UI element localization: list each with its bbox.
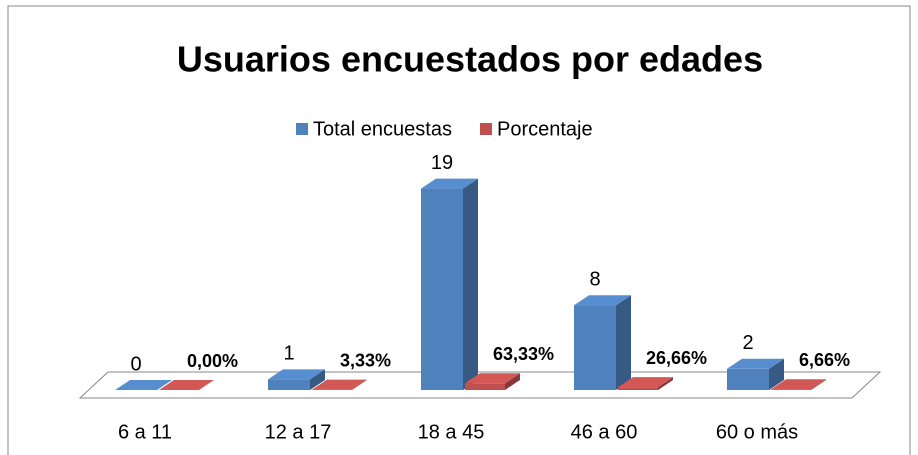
chart-title: Usuarios encuestados por edades <box>177 39 763 80</box>
bar-side <box>463 178 478 390</box>
bar-top <box>574 295 631 306</box>
bar-side <box>658 377 673 390</box>
bar <box>421 188 463 390</box>
bar-top <box>159 380 214 390</box>
bar-top <box>268 369 325 380</box>
data-label: 63,33% <box>493 344 554 364</box>
data-label: 6,66% <box>799 350 850 370</box>
data-label: 2 <box>742 332 753 354</box>
x-tick-label: 12 a 17 <box>265 421 332 443</box>
bar-side <box>352 379 367 390</box>
data-label: 19 <box>431 152 453 174</box>
bar <box>771 389 811 390</box>
bar-side <box>505 373 520 390</box>
data-label: 8 <box>589 268 600 290</box>
bar-top <box>465 373 520 384</box>
data-label: 0 <box>130 353 141 375</box>
x-tick-label: 6 a 11 <box>118 421 172 443</box>
data-label: 0,00% <box>187 351 238 371</box>
bar-side <box>769 358 784 390</box>
bar-side <box>310 369 325 390</box>
x-tick-label: 60 o más <box>716 421 798 443</box>
bar <box>268 379 310 390</box>
x-tick-label: 18 a 45 <box>418 421 485 443</box>
bar <box>727 368 769 390</box>
bar-top <box>618 377 673 388</box>
legend-swatch <box>296 123 308 135</box>
bar-top <box>727 358 784 369</box>
bar-top <box>421 178 478 189</box>
bar-side <box>616 295 631 390</box>
data-label: 26,66% <box>646 348 707 368</box>
bar <box>574 305 616 390</box>
legend-swatch <box>479 123 492 135</box>
legend-label: Total encuestas <box>313 118 452 140</box>
bar <box>465 383 505 390</box>
x-tick-label: 46 a 60 <box>571 421 638 443</box>
bar-side <box>811 379 826 390</box>
bar <box>618 387 658 390</box>
data-label: 3,33% <box>340 350 391 370</box>
bar-top <box>115 380 172 390</box>
bar-side <box>157 380 172 391</box>
bar-top <box>312 379 367 390</box>
bar-side <box>199 380 214 391</box>
legend-label: Porcentaje <box>497 118 593 140</box>
bar-top <box>771 379 826 390</box>
data-label: 1 <box>283 343 294 365</box>
